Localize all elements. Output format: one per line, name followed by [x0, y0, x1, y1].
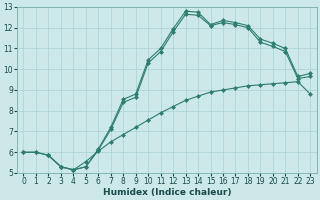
X-axis label: Humidex (Indice chaleur): Humidex (Indice chaleur)	[103, 188, 231, 197]
